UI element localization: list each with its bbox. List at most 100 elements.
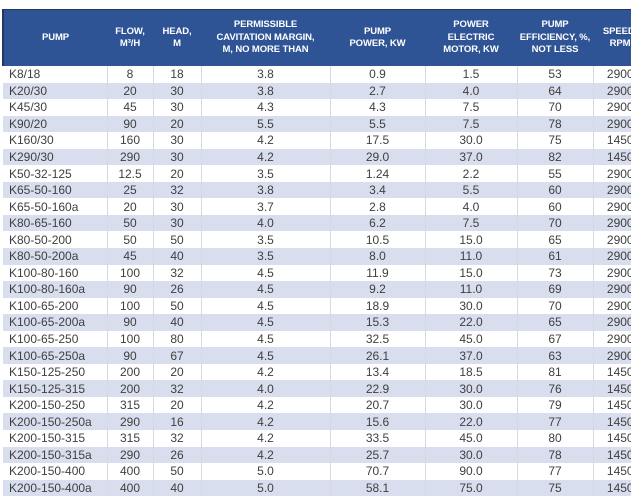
cavitation-margin-cell: 4.2	[201, 148, 331, 166]
cavitation-margin-cell: 3.5	[201, 165, 331, 182]
table-row: K80-50-200a 45 40 3.5 8.0 11.0 61 2900	[3, 248, 631, 265]
pump-cell: K65-50-160	[3, 181, 108, 199]
motor-power-cell: 11.0	[425, 248, 518, 265]
table-row: K150-125-250 200 20 4.2 13.4 18.5 81 1450	[3, 363, 631, 381]
pump-power-cell: 2.7	[330, 82, 426, 100]
speed-cell: 2900	[606, 166, 631, 181]
motor-power-cell: 7.5	[425, 214, 518, 232]
motor-power-cell: 30.0	[425, 132, 518, 149]
pump-cell: K45/30	[3, 99, 108, 116]
efficiency-cell: 76	[517, 380, 594, 397]
motor-power-cell: 5.5	[425, 181, 518, 199]
cavitation-margin-cell: 3.7	[201, 198, 331, 215]
pump-power-cell: 25.7	[330, 446, 426, 464]
efficiency-cell: 78	[517, 446, 594, 464]
cavitation-margin-cell: 4.2	[201, 413, 331, 431]
pump-power-cell: 13.4	[330, 363, 426, 381]
efficiency-cell: 70	[517, 297, 594, 315]
head-cell: 40	[153, 248, 202, 265]
flow-cell: 290	[107, 413, 154, 431]
pump-power-cell: 11.9	[330, 264, 426, 282]
flow-cell: 315	[107, 396, 154, 414]
flow-cell: 45	[107, 248, 154, 265]
head-cell: 20	[153, 363, 202, 381]
flow-cell: 400	[107, 463, 154, 480]
motor-power-cell: 7.5	[425, 99, 518, 116]
cavitation-margin-cell: 4.2	[201, 132, 331, 149]
efficiency-cell: 77	[517, 463, 594, 480]
pump-cell: K100-80-160a	[3, 281, 108, 298]
speed-cell: 2900	[606, 348, 631, 363]
efficiency-cell: 77	[517, 413, 594, 431]
flow-cell: 25	[107, 181, 154, 199]
head-cell: 26	[153, 281, 202, 298]
table-row: K80-65-160 50 30 4.0 6.2 7.5 70 2900	[3, 214, 631, 232]
speed-cell: 1450	[606, 464, 631, 479]
flow-cell: 45	[107, 99, 154, 116]
speed-cell: 1450	[606, 431, 631, 446]
col-header-motor-power: POWER ELECTRIC MOTOR, KW	[425, 9, 517, 66]
motor-power-cell: 37.0	[425, 148, 518, 166]
motor-power-cell: 11.0	[425, 281, 518, 298]
table-row: K100-80-160a 90 26 4.5 9.2 11.0 69 2900	[3, 281, 631, 298]
speed-cell: 1450	[606, 133, 631, 148]
head-cell: 30	[153, 99, 202, 116]
motor-power-cell: 30.0	[425, 446, 518, 464]
head-cell: 50	[153, 297, 202, 315]
speed-cell: 2900	[606, 332, 631, 347]
table-row: K200-150-250 315 20 4.2 20.7 30.0 79 1450	[3, 396, 631, 414]
pump-power-cell: 6.2	[330, 214, 426, 232]
flow-cell: 90	[107, 281, 154, 298]
pump-power-cell: 18.9	[330, 297, 426, 315]
flow-cell: 290	[107, 446, 154, 464]
col-header-cavitation-margin: PERMISSIBLE CAVITATION MARGIN, M, NO MOR…	[201, 9, 330, 66]
pump-cell: K100-65-250	[3, 330, 108, 348]
flow-cell: 200	[107, 380, 154, 397]
flow-cell: 290	[107, 148, 154, 166]
pump-cell: K200-150-315	[3, 430, 108, 447]
pump-cell: K200-150-400	[3, 463, 108, 480]
head-cell: 80	[153, 330, 202, 348]
pump-cell: K50-32-125	[3, 165, 108, 182]
flow-cell: 160	[107, 132, 154, 149]
head-cell: 30	[153, 132, 202, 149]
flow-cell: 50	[107, 231, 154, 249]
pump-power-cell: 3.4	[330, 181, 426, 199]
pump-power-cell: 20.7	[330, 396, 426, 414]
pump-power-cell: 17.5	[330, 132, 426, 149]
speed-cell: 2900	[606, 265, 631, 280]
motor-power-cell: 30.0	[425, 396, 518, 414]
cavitation-margin-cell: 4.5	[201, 347, 331, 364]
cavitation-margin-cell: 4.2	[201, 430, 331, 447]
pump-cell: K290/30	[3, 148, 108, 166]
pump-power-cell: 10.5	[330, 231, 426, 249]
head-cell: 32	[153, 430, 202, 447]
motor-power-cell: 45.0	[425, 430, 518, 447]
col-header-pump-power: PUMP POWER, KW	[330, 9, 425, 66]
pump-power-cell: 5.5	[330, 115, 426, 133]
cavitation-margin-cell: 4.5	[201, 281, 331, 298]
pump-specifications-table: PUMP FLOW, M³/H HEAD, M PERMISSIBLE CAVITAT…	[2, 9, 631, 497]
flow-cell: 400	[107, 479, 154, 497]
pump-power-cell: 33.5	[330, 430, 426, 447]
pump-cell: K160/30	[3, 132, 108, 149]
flow-cell: 20	[107, 82, 154, 100]
col-header-pump: PUMP	[2, 9, 107, 66]
cavitation-margin-cell: 4.5	[201, 297, 331, 315]
flow-cell: 100	[107, 330, 154, 348]
head-cell: 18	[153, 66, 202, 83]
table-row: K200-150-400a 400 40 5.0 58.1 75.0 75 1450	[3, 479, 631, 497]
pump-cell: K150-125-315	[3, 380, 108, 397]
head-cell: 67	[153, 347, 202, 364]
pump-cell: K65-50-160a	[3, 198, 108, 215]
speed-cell: 1450	[606, 398, 631, 413]
head-cell: 20	[153, 396, 202, 414]
motor-power-cell: 4.0	[425, 198, 518, 215]
table-row: K290/30 290 30 4.2 29.0 37.0 82 1450	[3, 148, 631, 166]
table-body: K8/18 8 18 3.8 0.9 1.5 53 2900 K20/30 20 30 3.8 2.7 4…	[3, 66, 631, 497]
pump-power-cell: 29.0	[330, 148, 426, 166]
cavitation-margin-cell: 3.5	[201, 248, 331, 265]
table-row: K65-50-160 25 32 3.8 3.4 5.5 60 2900	[3, 181, 631, 199]
speed-cell: 2900	[606, 232, 631, 247]
